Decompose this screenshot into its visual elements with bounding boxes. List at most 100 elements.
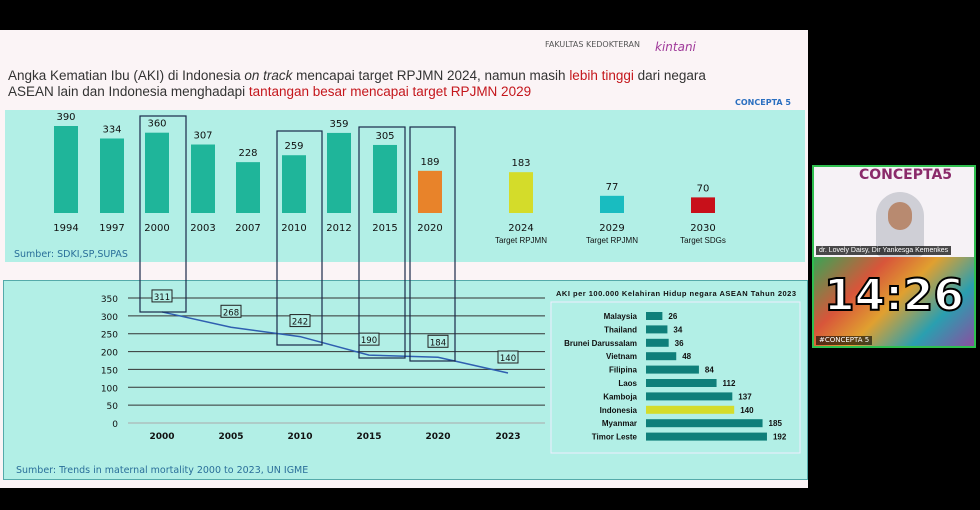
country-bar xyxy=(646,338,669,347)
highlight-box xyxy=(409,126,456,362)
y-tick-label: 350 xyxy=(101,295,118,305)
bar-value-label: 390 xyxy=(56,112,75,123)
country-value: 36 xyxy=(675,339,684,348)
country-value: 34 xyxy=(673,325,682,334)
slide-title: Angka Kematian Ibu (AKI) di Indonesia on… xyxy=(8,68,706,99)
bar-2030 xyxy=(691,197,715,213)
y-tick-label: 300 xyxy=(101,313,118,323)
country-value: 192 xyxy=(773,433,787,442)
bar-value-label: 189 xyxy=(420,157,439,168)
bar-2000 xyxy=(145,132,169,213)
country-label: Brunei Darussalam xyxy=(564,339,637,348)
bar-2015 xyxy=(373,144,397,213)
bar-target-label: Target RPJMN xyxy=(586,236,638,245)
country-bar xyxy=(646,325,668,334)
country-label: Timor Leste xyxy=(592,433,638,442)
bar-2003 xyxy=(191,144,215,213)
countdown-timer: 14:26 xyxy=(823,270,965,322)
country-value: 48 xyxy=(682,352,691,361)
highlight-box xyxy=(358,126,406,359)
country-value: 140 xyxy=(740,406,754,415)
speaker-name: dr. Lovely Daisy, Dir Yankesga Kemenkes xyxy=(816,246,952,255)
bar-2012 xyxy=(327,132,351,213)
line-value-label: 184 xyxy=(430,338,446,348)
country-label: Malaysia xyxy=(604,312,638,321)
country-label: Thailand xyxy=(604,325,637,334)
bar-value-label: 307 xyxy=(193,131,212,142)
bar-value-label: 334 xyxy=(102,124,121,135)
bar-2020 xyxy=(418,170,442,213)
bar-year-label: 2015 xyxy=(372,223,397,234)
mortality-line xyxy=(161,311,509,374)
bar-year-label: 2029 xyxy=(599,223,624,234)
line-value-label: 311 xyxy=(154,293,170,303)
kintani-logo: kintani xyxy=(655,40,696,54)
line-value-label: 242 xyxy=(292,318,308,328)
bar-year-label: 2020 xyxy=(417,223,442,234)
y-tick-label: 100 xyxy=(101,384,118,394)
bar-year-label: 2000 xyxy=(144,223,169,234)
country-bar xyxy=(646,312,663,320)
country-value: 26 xyxy=(668,312,677,321)
highlight-box xyxy=(276,130,323,346)
y-tick-label: 150 xyxy=(101,366,118,376)
bar-1997 xyxy=(100,138,124,213)
hashtag-label: #CONCEPTA 5 xyxy=(816,336,873,345)
bar-value-label: 259 xyxy=(284,141,303,152)
x-tick-label: 2000 xyxy=(149,432,174,442)
country-label: Myanmar xyxy=(602,419,637,428)
y-tick-label: 250 xyxy=(101,331,118,341)
bar-2010 xyxy=(282,155,306,213)
timer-background xyxy=(814,257,974,346)
line-value-label: 268 xyxy=(223,308,239,318)
fk-logo: FAKULTAS KEDOKTERAN xyxy=(545,40,640,49)
country-bar xyxy=(646,392,733,401)
asean-chart-frame xyxy=(550,301,801,454)
bar-2029 xyxy=(600,195,624,213)
bar-year-label: 2010 xyxy=(281,223,306,234)
bar-year-label: 2012 xyxy=(326,223,351,234)
bar-2007 xyxy=(236,162,260,213)
country-bar xyxy=(646,365,699,374)
country-bar xyxy=(646,352,677,361)
country-value: 185 xyxy=(769,419,783,428)
country-value: 112 xyxy=(723,379,736,388)
line-value-label: 190 xyxy=(361,336,377,346)
country-label: Filipina xyxy=(609,366,638,375)
x-tick-label: 2023 xyxy=(495,432,520,442)
bar-2024 xyxy=(509,172,533,213)
data-label-box xyxy=(289,314,311,328)
data-label-box xyxy=(497,350,519,364)
country-bar xyxy=(646,432,767,441)
country-bar xyxy=(646,419,763,428)
bar-year-label: 2007 xyxy=(235,223,260,234)
bar-year-label: 1994 xyxy=(53,223,78,234)
bar-target-label: Target SDGs xyxy=(680,236,726,245)
country-bar xyxy=(646,379,717,387)
bar-year-label: 2030 xyxy=(690,223,715,234)
data-label-box xyxy=(427,334,449,348)
x-tick-label: 2010 xyxy=(287,432,312,442)
bar-value-label: 360 xyxy=(147,119,166,130)
source-label: Sumber: Trends in maternal mortality 200… xyxy=(16,465,308,476)
x-tick-label: 2015 xyxy=(356,432,381,442)
highlight-box xyxy=(139,115,187,313)
y-tick-label: 200 xyxy=(101,349,118,359)
bar-value-label: 359 xyxy=(329,119,348,130)
charts-svg: 3901994334199736020003072003228200725920… xyxy=(14,112,801,476)
bar-year-label: 2003 xyxy=(190,223,215,234)
bar-year-label: 2024 xyxy=(508,223,533,234)
bar-value-label: 77 xyxy=(606,182,619,193)
country-bar xyxy=(646,405,735,414)
bar-value-label: 228 xyxy=(238,148,257,159)
concepta-logo: CONCEPTA 5 xyxy=(735,98,791,107)
country-value: 137 xyxy=(738,392,752,401)
y-tick-label: 0 xyxy=(112,420,118,430)
bar-value-label: 183 xyxy=(511,158,530,169)
webcam-panel: CONCEPTA5 dr. Lovely Daisy, Dir Yankesga… xyxy=(812,165,976,348)
country-value: 84 xyxy=(705,366,714,375)
x-tick-label: 2005 xyxy=(218,432,243,442)
bar-value-label: 70 xyxy=(697,183,710,194)
bar-value-label: 305 xyxy=(375,131,394,142)
line-value-label: 140 xyxy=(500,354,516,364)
